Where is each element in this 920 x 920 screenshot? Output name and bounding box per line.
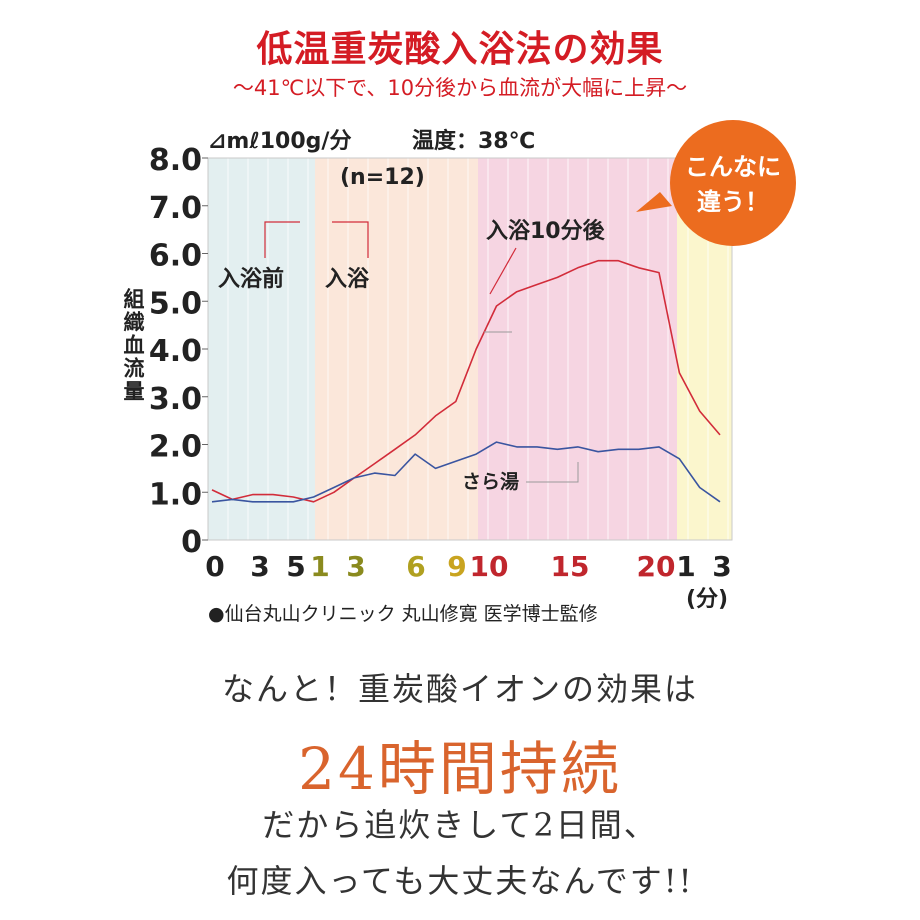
x-unit-label: (分)	[686, 587, 728, 612]
annotation-after-10min-pointer	[489, 247, 517, 295]
y-tick-label: 2.0	[149, 430, 202, 465]
y-axis: 0 1.0 2.0 3.0 4.0 5.0 6.0 7.0 8.0	[149, 143, 208, 560]
blood-flow-chart: 01.02.03.04.05.06.07.08.0 0 3 5 1 3 6 9 10 15 20 1…	[121, 120, 796, 625]
callout-line-1: こんなに	[685, 153, 781, 181]
x-tick-label: 3	[346, 550, 365, 583]
x-tick-label: 0	[205, 550, 224, 583]
y-tick-label: 0	[181, 525, 202, 560]
x-tick-label: 3	[250, 550, 269, 583]
y-tick-label: 6.0	[149, 239, 202, 274]
x-tick-label: 5	[286, 550, 305, 583]
callout-line-2: 違う！	[697, 188, 769, 216]
chart-title: 低温重炭酸入浴法の効果	[256, 29, 664, 70]
phase-band	[315, 158, 478, 540]
callout-circle	[670, 120, 796, 246]
x-tick-label: 1	[310, 550, 329, 583]
series-lines	[211, 259, 721, 503]
grid-lines	[227, 158, 729, 540]
n-label: (n=12)	[340, 165, 425, 190]
body-line-3: だから追炊きして2日間、	[262, 806, 658, 844]
y-tick-label: 7.0	[149, 191, 202, 226]
annotation-plain-bath-pointer	[526, 462, 579, 483]
callout-tail	[636, 192, 672, 212]
unit-label: ⊿mℓ100g/分	[208, 129, 351, 154]
series-line-plain-bath	[211, 441, 721, 503]
x-tick-label: 3	[712, 550, 731, 583]
x-tick-label: 10	[470, 550, 509, 583]
body-highlight: 24時間持続	[298, 735, 622, 803]
x-axis: 0 3 5 1 3 6 9 10 15 20 1 3	[205, 550, 731, 583]
callout-bubble: こんなに 違う！	[636, 120, 796, 246]
body-line-1: なんと！重炭酸イオンの効果は	[221, 670, 698, 708]
y-tick-label: 5.0	[149, 286, 202, 321]
phase-bracket-before	[264, 221, 300, 258]
x-tick-label: 6	[406, 550, 425, 583]
annotation-after-10min: 入浴10分後	[486, 218, 606, 244]
x-tick-label: 9	[447, 550, 466, 583]
x-tick-label: 20	[637, 550, 676, 583]
y-axis-label: 組織血流量	[121, 287, 145, 403]
y-tick-label: 8.0	[149, 143, 202, 178]
phase-label-before: 入浴前	[218, 266, 284, 292]
series-line-bicarbonate	[211, 259, 721, 503]
source-credit: ●仙台丸山クリニック 丸山修寛 医学博士監修	[208, 603, 598, 625]
temperature-label: 温度：38℃	[412, 128, 535, 154]
body-line-4: 何度入っても大丈夫なんです!!	[226, 862, 694, 900]
annotation-plain-bath: さら湯	[462, 471, 519, 493]
y-tick-label: 1.0	[149, 477, 202, 512]
x-tick-label: 15	[551, 550, 590, 583]
y-tick-label: 4.0	[149, 334, 202, 369]
x-tick-label: 1	[676, 550, 695, 583]
phase-label-bath: 入浴	[325, 267, 370, 292]
phase-bracket-bath	[332, 221, 369, 258]
y-tick-label: 3.0	[149, 382, 202, 417]
chart-subtitle: ～41℃以下で、10分後から血流が大幅に上昇～	[232, 76, 688, 100]
phase-band	[208, 158, 315, 540]
